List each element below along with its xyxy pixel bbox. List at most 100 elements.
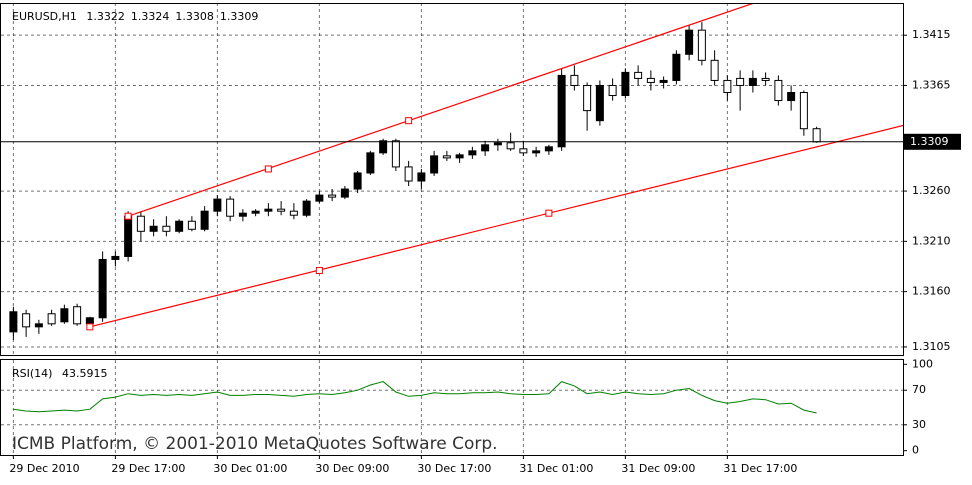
- indicator-title: RSI(14) 43.5915: [12, 367, 107, 380]
- channel-anchor: [545, 209, 553, 217]
- ohlc-value: 1.3324: [131, 10, 170, 23]
- y-tick-label: 1.3210: [912, 234, 951, 247]
- candle-body: [723, 79, 732, 94]
- candle-body: [289, 210, 298, 216]
- candle-body: [799, 92, 808, 130]
- ohlc-value: 1.3308: [175, 10, 214, 23]
- y-tick-label: 1.3105: [912, 340, 951, 353]
- candle-body: [302, 200, 311, 216]
- ohlc-value: 1.3309: [220, 10, 259, 23]
- channel-line: [89, 124, 903, 328]
- candle-body: [621, 71, 630, 97]
- candle-body: [646, 77, 655, 83]
- marks: [1, 3, 907, 459]
- candle-body: [442, 155, 451, 159]
- candle-body: [570, 74, 579, 86]
- candle-body: [340, 188, 349, 198]
- candle-body: [391, 140, 400, 168]
- channel-anchor: [86, 323, 94, 331]
- candle-body: [226, 198, 235, 217]
- candle-body: [506, 142, 515, 150]
- candle-body: [736, 77, 745, 86]
- candle-body: [634, 71, 643, 79]
- indicator-name: RSI(14): [12, 367, 52, 380]
- candle-body: [85, 317, 94, 325]
- candle-body: [60, 308, 69, 323]
- indicator-panel: [0, 359, 904, 456]
- channel-anchor: [124, 212, 132, 220]
- candle-body: [200, 210, 209, 230]
- candle-body: [353, 172, 362, 190]
- candle-body: [175, 220, 184, 232]
- candle-body: [47, 313, 56, 325]
- chart-title: EURUSD,H1 1.3322 1.3324 1.3308 1.3309: [12, 10, 258, 23]
- candle-body: [748, 77, 757, 86]
- y-tick-label: 1.3415: [912, 28, 951, 41]
- x-tick-label: 30 Dec 09:00: [315, 462, 389, 475]
- candle-body: [710, 59, 719, 81]
- candle-body: [162, 225, 171, 232]
- candle-body: [238, 212, 247, 217]
- y-tick-label: 1.3160: [912, 285, 951, 298]
- candle-body: [124, 215, 133, 257]
- candle-body: [519, 148, 528, 154]
- candle-body: [672, 53, 681, 81]
- candle-body: [787, 92, 796, 102]
- y-tick-label: 1.3260: [912, 184, 951, 197]
- candle-body: [685, 29, 694, 55]
- candle-body: [22, 313, 31, 328]
- indicator-line: [13, 381, 817, 414]
- candle-body: [149, 225, 158, 232]
- candle-body: [34, 323, 43, 328]
- candle-body: [366, 152, 375, 174]
- main-panel: [0, 3, 904, 356]
- candle-body: [481, 144, 490, 152]
- price-label-bg: [903, 133, 961, 150]
- candle-body: [328, 194, 337, 198]
- candle-body: [9, 311, 18, 333]
- y-tick-label: 70: [912, 383, 926, 396]
- candle-body: [315, 194, 324, 202]
- candle-body: [187, 220, 196, 230]
- candle-body: [251, 210, 260, 214]
- ohlc-value: 1.3322: [86, 10, 125, 23]
- candle-body: [264, 208, 273, 212]
- candle-body: [544, 146, 553, 152]
- symbol: EURUSD,H1: [12, 10, 77, 23]
- candle-body: [532, 150, 541, 154]
- channel-anchor: [315, 267, 323, 275]
- copyright: ICMB Platform, © 2001-2010 MetaQuotes So…: [12, 434, 498, 454]
- candle-body: [136, 215, 145, 232]
- x-tick-label: 29 Dec 17:00: [111, 462, 185, 475]
- candle-body: [417, 172, 426, 182]
- candle-body: [73, 306, 82, 325]
- candle-body: [468, 150, 477, 156]
- candle-body: [812, 128, 821, 143]
- x-tick-label: 30 Dec 01:00: [213, 462, 287, 475]
- channel-anchor: [405, 117, 413, 125]
- candle-body: [557, 74, 566, 148]
- candle-body: [277, 208, 286, 212]
- candle-body: [213, 198, 222, 212]
- y-tick-label: 30: [912, 418, 926, 431]
- x-tick-label: 31 Dec 17:00: [723, 462, 797, 475]
- x-tick-label: 31 Dec 09:00: [621, 462, 695, 475]
- candle-body: [404, 166, 413, 182]
- price-label: 1.3309: [910, 135, 949, 148]
- candle-body: [761, 77, 770, 81]
- candle-body: [111, 255, 120, 260]
- channel-line: [127, 4, 754, 217]
- candle-body: [608, 84, 617, 97]
- candle-body: [583, 84, 592, 112]
- candle-body: [493, 142, 502, 146]
- candle-body: [455, 154, 464, 159]
- y-tick-label: 100: [912, 357, 933, 370]
- x-tick-label: 31 Dec 01:00: [519, 462, 593, 475]
- indicator-value: 43.5915: [62, 367, 108, 380]
- channel-anchor: [264, 165, 272, 173]
- x-tick-label: 30 Dec 17:00: [417, 462, 491, 475]
- candle-body: [774, 79, 783, 102]
- candle-body: [595, 84, 604, 122]
- x-tick-label: 29 Dec 2010: [9, 462, 79, 475]
